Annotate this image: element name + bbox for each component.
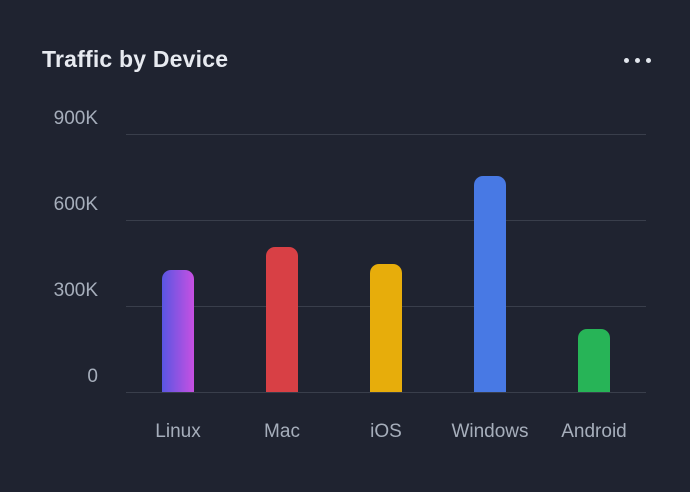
x-axis-category-label: iOS — [370, 421, 402, 442]
card-title: Traffic by Device — [42, 46, 229, 72]
x-axis-category-label: Linux — [155, 421, 201, 442]
x-axis-category-label: Mac — [264, 421, 300, 442]
bar-android[interactable] — [578, 328, 610, 392]
x-axis-category-label: Android — [561, 421, 627, 442]
bar-mac[interactable] — [266, 247, 298, 392]
gridline-0 — [126, 392, 646, 393]
more-options-button[interactable] — [618, 52, 657, 69]
gridline-600k — [126, 220, 646, 221]
ellipsis-icon — [624, 58, 651, 63]
y-axis-tick-label: 0 — [87, 366, 98, 387]
y-axis-tick-label: 300K — [53, 280, 98, 301]
y-axis-tick-label: 600K — [53, 194, 98, 215]
bar-windows[interactable] — [474, 175, 506, 392]
y-axis-tick-label: 900K — [53, 108, 98, 129]
bar-ios[interactable] — [370, 264, 402, 392]
x-axis-category-label: Windows — [451, 421, 529, 442]
gridline-900k — [126, 134, 646, 135]
bar-linux[interactable] — [162, 270, 194, 392]
